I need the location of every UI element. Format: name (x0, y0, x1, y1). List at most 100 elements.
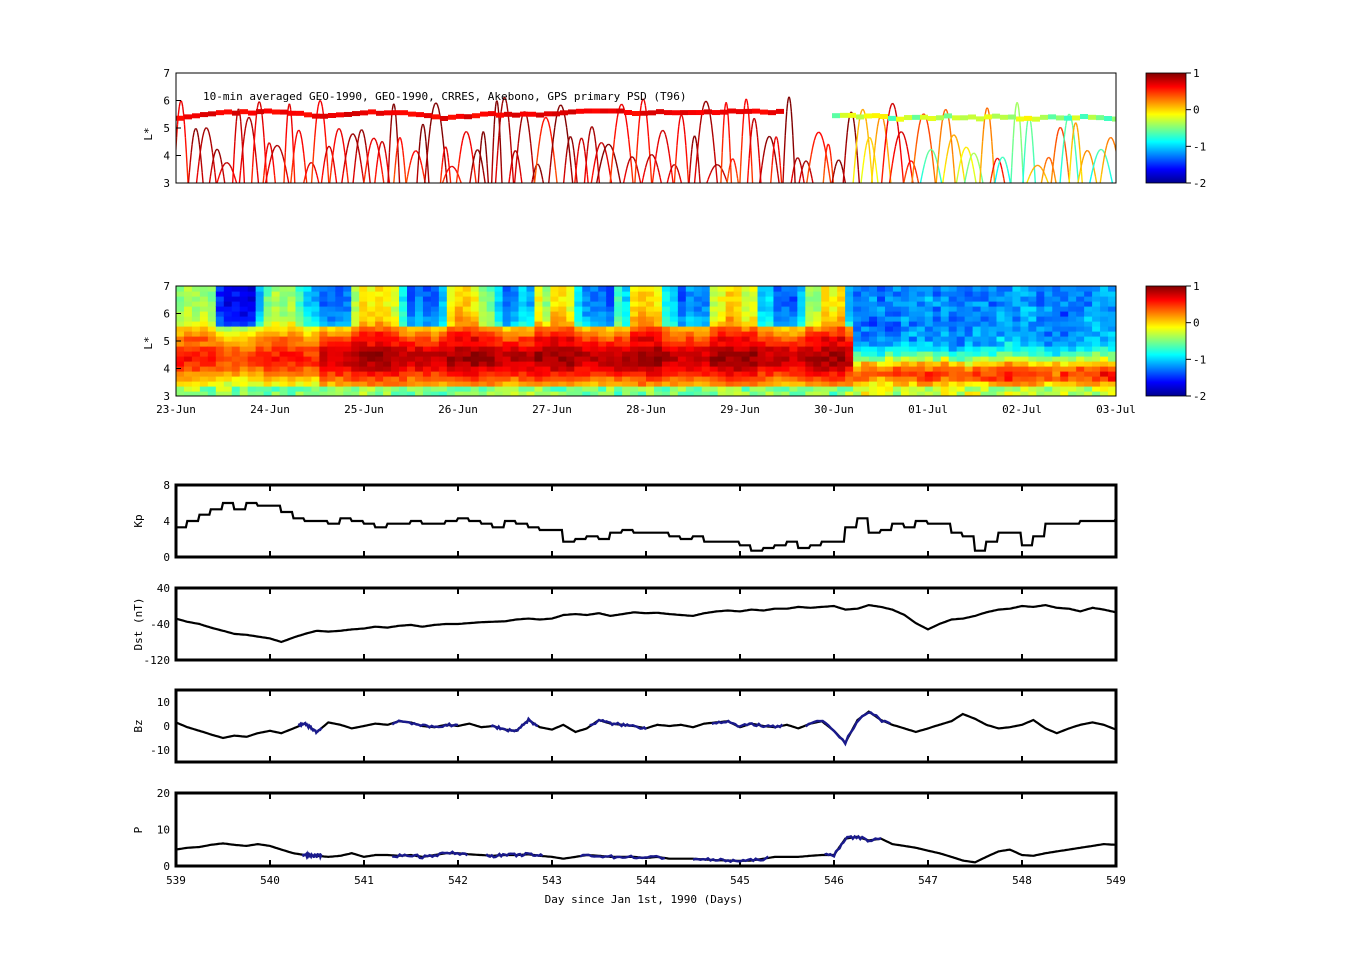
heatmap-cell (1012, 321, 1022, 327)
heatmap-cell (646, 376, 655, 382)
psd-arc-segment (937, 141, 941, 155)
heatmap-cell (646, 301, 655, 307)
high-resolution-segment (692, 855, 769, 864)
heatmap-cell (805, 341, 814, 347)
heatmap-cell (1092, 386, 1101, 392)
psd-arc-segment (763, 144, 767, 151)
psd-arc-segment (249, 118, 252, 123)
heatmap-cell (399, 306, 408, 312)
psd-arc-segment (802, 177, 805, 183)
psd-arc-segment (911, 160, 914, 163)
heatmap-cell (470, 361, 480, 367)
ytick-label: -10 (150, 744, 170, 757)
psd-arc-segment (1089, 176, 1092, 183)
heatmap-cell (550, 346, 559, 352)
psd-arc-segment (515, 155, 518, 170)
heatmap-cell (255, 376, 265, 382)
psd-arc-segment (998, 161, 1001, 165)
heatmap-cell (932, 376, 942, 382)
heatmap-cell (908, 316, 918, 322)
heatmap-cell (948, 376, 958, 382)
heatmap-cell (940, 346, 950, 352)
psd-arc-segment (455, 172, 459, 183)
heatmap-cell (1076, 381, 1085, 387)
heatmap-cell (391, 366, 400, 372)
heatmap-cell (884, 336, 894, 342)
heatmap-cell (1012, 386, 1022, 392)
heatmap-cell (470, 286, 480, 292)
heatmap-cell (1060, 301, 1069, 307)
psd-arc-segment (709, 114, 713, 126)
heatmap-cell (813, 351, 822, 357)
heatmap-cell (215, 286, 225, 292)
heatmap-cell (550, 376, 559, 382)
heatmap-cell (335, 336, 344, 342)
heatmap-cell (526, 331, 536, 337)
heatmap-cell (948, 336, 958, 342)
heatmap-cell (367, 376, 376, 382)
heatmap-cell (542, 386, 552, 392)
psd-arc-segment (1031, 167, 1035, 171)
psd-arc-segment (799, 161, 802, 166)
heatmap-cell (319, 306, 328, 312)
psd-arc-segment (706, 179, 709, 183)
heatmap-cell (566, 336, 575, 342)
heatmap-cell (924, 321, 934, 327)
heatmap-cell (845, 316, 854, 322)
heatmap-cell (407, 291, 416, 297)
psd-arc-segment (854, 141, 858, 155)
psd-arc-segment (285, 168, 288, 176)
heatmap-cell (948, 331, 958, 337)
heatmap-cell (781, 381, 790, 387)
heatmap-cell (908, 351, 918, 357)
psd-arc-segment (233, 174, 237, 180)
geo-band-cell (464, 114, 472, 120)
psd-arc-segment (509, 135, 512, 151)
psd-arc-segment (423, 128, 426, 135)
heatmap-cell (869, 321, 878, 327)
psd-arc-segment (546, 118, 550, 123)
heatmap-cell (797, 341, 806, 347)
psd-arc-segment (251, 151, 255, 168)
heatmap-cell (502, 286, 512, 292)
colorbar-tick-label: -1 (1193, 140, 1206, 153)
heatmap-cell (606, 286, 615, 292)
heatmap-cell (916, 351, 926, 357)
heatmap-cell (518, 306, 528, 312)
psd-arc-segment (286, 175, 290, 183)
psd-arc-segment (269, 156, 273, 163)
heatmap-cell (1020, 381, 1029, 387)
heatmap-cell (916, 381, 926, 387)
heatmap-cell (964, 326, 974, 332)
heatmap-cell (462, 296, 472, 302)
heatmap-cell (351, 311, 360, 317)
heatmap-cell (383, 351, 392, 357)
heatmap-cell (701, 361, 711, 367)
psd-arc-segment (593, 160, 596, 168)
heatmap-cell (1100, 301, 1109, 307)
psd-arc-segment (919, 176, 923, 183)
heatmap-cell (470, 351, 480, 357)
heatmap-cell (271, 291, 281, 297)
heatmap-cell (789, 301, 798, 307)
psd-arc-segment (746, 170, 750, 183)
psd-arc-segment (637, 123, 640, 137)
psd-arc-segment (888, 172, 892, 183)
heatmap-cell (207, 316, 217, 322)
psd-arc-segment (330, 162, 333, 173)
heatmap-cell (566, 341, 575, 347)
psd-arc-segment (715, 166, 719, 183)
psd-arc-segment (311, 151, 315, 167)
heatmap-cell (669, 366, 679, 372)
heatmap-cell (956, 346, 966, 352)
psd-arc-segment (422, 170, 425, 177)
psd-arc-segment (800, 170, 803, 175)
heatmap-cell (319, 316, 328, 322)
heatmap-cell (279, 386, 289, 392)
geo-band-cell (416, 112, 424, 118)
heatmap-cell (558, 391, 567, 396)
psd-arc-segment (354, 137, 358, 143)
heatmap-cell (622, 326, 631, 332)
psd-arc-segment (785, 111, 788, 123)
psd-arc-segment (508, 176, 511, 183)
